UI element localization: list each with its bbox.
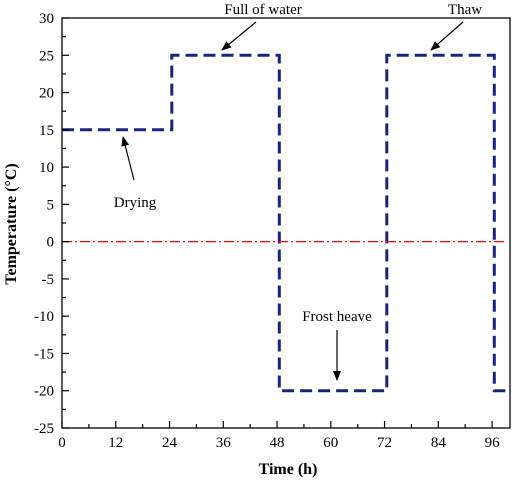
plot-frame — [61, 17, 511, 429]
series-layer — [62, 53, 506, 393]
y-tick-label: 30 — [39, 11, 54, 27]
y-tick-label: 5 — [47, 197, 55, 213]
annotation-arrow — [121, 136, 135, 181]
temperature-profile-line — [62, 53, 506, 393]
x-tick-label: 84 — [431, 435, 447, 451]
y-tick-label: 15 — [39, 123, 54, 139]
y-tick-label: 10 — [39, 160, 54, 176]
y-tick-label: -5 — [42, 272, 55, 288]
annotation-label: Thaw — [448, 2, 482, 18]
y-axis-title: Temperature (°C) — [3, 163, 20, 284]
annotation-layer: Drying Full of water Frost heave Thaw — [114, 2, 482, 381]
annotation-arrow — [221, 21, 257, 51]
annotation-label: Full of water — [224, 2, 301, 18]
y-tick-label: 25 — [39, 48, 54, 64]
y-tick-label: 0 — [47, 235, 55, 251]
y-tick-label: -15 — [34, 346, 54, 362]
annotation-label: Drying — [114, 195, 157, 211]
x-tick-label: 48 — [270, 435, 285, 451]
x-tick-label: 12 — [108, 435, 123, 451]
plot-area — [61, 17, 511, 429]
x-tick-label: 96 — [485, 435, 501, 451]
annotation-label: Frost heave — [302, 309, 372, 325]
tick-layer: 0 12 24 36 48 60 72 84 96 30 25 20 15 10 5 0 -5 -10 -15 -20… — [34, 11, 500, 451]
annotation-arrow — [430, 21, 464, 51]
y-tick-label: -10 — [34, 309, 54, 325]
x-axis-title: Time (h) — [259, 461, 318, 478]
x-tick-label: 60 — [323, 435, 338, 451]
x-tick-label: 36 — [216, 435, 232, 451]
y-tick-label: -25 — [34, 421, 54, 437]
x-tick-label: 72 — [377, 435, 392, 451]
y-tick-label: 20 — [39, 86, 54, 102]
x-tick-label: 0 — [58, 435, 66, 451]
y-tick-label: -20 — [34, 384, 54, 400]
x-tick-label: 24 — [162, 435, 178, 451]
